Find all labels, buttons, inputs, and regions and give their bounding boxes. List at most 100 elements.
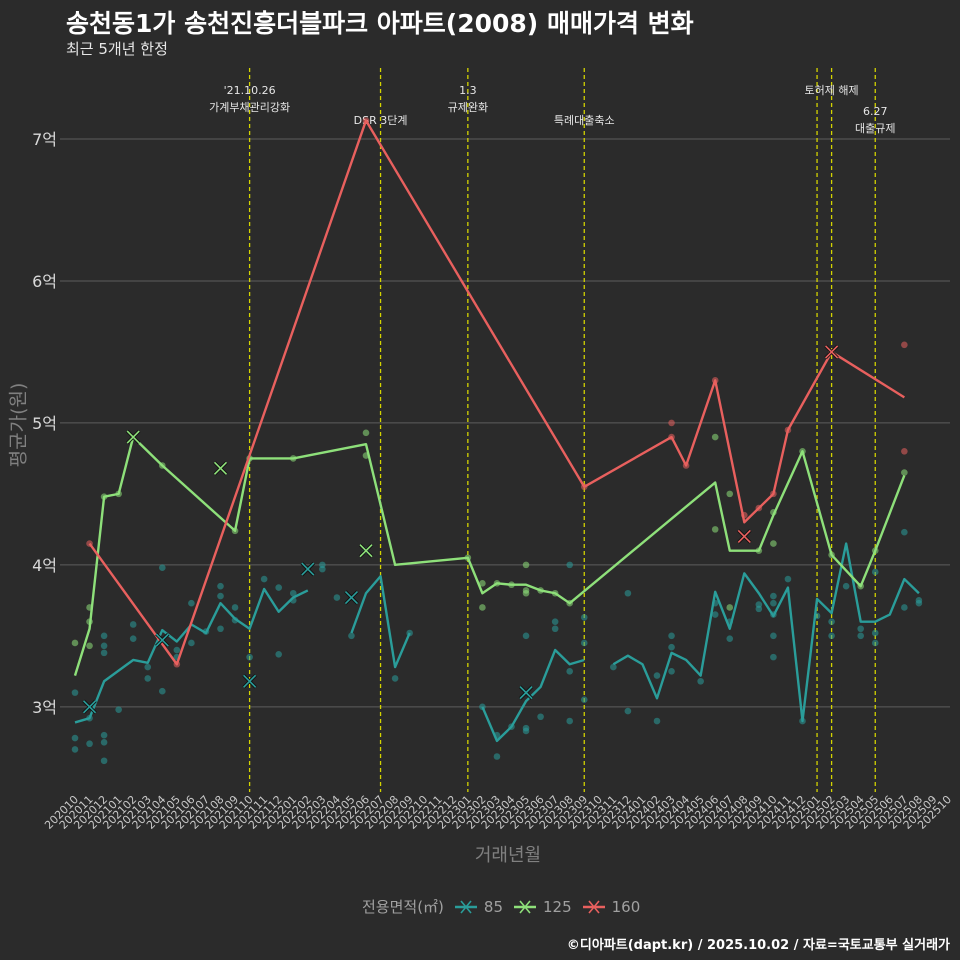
scatter-point-85: [100, 739, 108, 746]
scatter-point-85: [871, 639, 879, 647]
scatter-point-85: [610, 663, 617, 671]
scatter-point-125: [522, 561, 530, 569]
scatter-point-125: [726, 604, 734, 611]
legend-item-160: 160: [582, 897, 641, 916]
scatter-point-85: [188, 599, 195, 607]
event-label: 대출규제: [855, 122, 895, 135]
event-label: 가계부채관리강화: [209, 101, 290, 114]
cancel-marker-160: [737, 529, 751, 544]
cancel-marker-125: [359, 544, 373, 558]
scatter-point-125: [362, 429, 370, 437]
scatter-point-85: [129, 621, 137, 628]
scatter-point-85: [71, 689, 79, 696]
cancel-marker-85: [243, 674, 257, 688]
cancel-marker-125: [213, 461, 228, 475]
scatter-point-85: [901, 528, 908, 536]
scatter-point-85: [697, 677, 704, 685]
cancel-marker-85: [155, 633, 169, 647]
scatter-point-85: [842, 582, 850, 590]
credit-text: ©디아파트(dapt.kr) / 2025.10.02 / 자료=국토교통부 실…: [566, 938, 950, 953]
scatter-point-125: [522, 589, 530, 597]
scatter-point-125: [71, 639, 79, 647]
cancel-marker-85: [519, 686, 533, 700]
scatter-point-85: [173, 646, 181, 654]
scatter-point-85: [857, 625, 864, 633]
scatter-point-85: [537, 713, 544, 721]
event-label: '21.10.26: [224, 84, 276, 97]
scatter-point-85: [348, 632, 355, 640]
scatter-point-85: [522, 632, 530, 640]
scatter-point-85: [522, 727, 530, 735]
cancel-marker-125: [126, 430, 140, 444]
series-line-85: [350, 575, 411, 669]
scatter-point-85: [726, 635, 734, 642]
series-line-85: [74, 587, 309, 724]
y-tick-label: 6억: [32, 272, 57, 291]
series-line-85: [481, 648, 585, 743]
scatter-point-85: [566, 717, 573, 725]
legend-swatch-160: [582, 899, 605, 914]
scatter-point-85: [915, 599, 923, 607]
scatter-point-125: [711, 433, 719, 441]
scatter-point-85: [333, 594, 341, 601]
scatter-point-125: [711, 526, 719, 533]
y-tick-label: 7억: [32, 130, 57, 149]
scatter-point-125: [770, 540, 777, 547]
scatter-point-160: [901, 341, 908, 349]
scatter-point-85: [770, 653, 777, 661]
scatter-point-85: [159, 564, 166, 572]
scatter-point-85: [580, 696, 588, 704]
event-label: 특례대출축소: [554, 114, 615, 127]
event-label: 6.27: [863, 105, 888, 118]
scatter-point-85: [551, 618, 559, 625]
legend-label-125: 125: [543, 897, 572, 916]
scatter-point-85: [566, 668, 573, 675]
y-tick-label: 3억: [32, 698, 57, 717]
scatter-point-85: [231, 604, 239, 611]
scatter-point-85: [828, 632, 835, 640]
scatter-point-85: [115, 706, 122, 713]
series-line-160: [88, 119, 905, 666]
chart-subtitle: 최근 5개년 한정: [66, 40, 168, 58]
event-label: 규제완화: [448, 101, 488, 114]
scatter-point-85: [551, 625, 559, 633]
scatter-point-85: [144, 675, 152, 682]
legend-item-85: 85: [454, 898, 503, 916]
scatter-point-125: [479, 580, 486, 587]
series-line-85: [612, 542, 920, 723]
scatter-point-85: [275, 650, 283, 658]
scatter-point-85: [624, 707, 632, 715]
legend-title: 전용면적(㎡): [362, 898, 444, 916]
legend-label-160: 160: [611, 897, 641, 916]
scatter-point-85: [71, 734, 79, 742]
cancel-marker-85: [82, 700, 97, 714]
scatter-point-85: [566, 561, 573, 569]
scatter-point-125: [86, 642, 93, 650]
cancel-marker-85: [301, 562, 315, 576]
scatter-point-85: [755, 605, 763, 613]
scatter-point-85: [668, 643, 675, 651]
scatter-point-85: [319, 565, 326, 573]
scatter-point-125: [479, 604, 486, 611]
legend-item-125: 125: [513, 898, 572, 916]
legend-label-85: 85: [483, 897, 503, 916]
x-axis-title: 거래년월: [474, 845, 542, 866]
scatter-point-85: [580, 614, 588, 621]
scatter-point-85: [217, 582, 224, 590]
scatter-point-85: [784, 575, 792, 583]
series-line-125: [73, 435, 906, 676]
cancel-marker-160: [825, 345, 839, 359]
scatter-point-160: [901, 447, 908, 455]
scatter-point-85: [71, 746, 79, 753]
scatter-point-85: [217, 625, 224, 633]
legend-swatch-85: [454, 899, 477, 914]
cancel-marker-85: [344, 590, 359, 605]
event-label: 1.3: [459, 84, 477, 97]
scatter-point-85: [100, 642, 108, 650]
scatter-point-85: [144, 663, 152, 671]
event-label: 토허제 해제: [805, 83, 859, 97]
scatter-point-85: [770, 632, 777, 640]
scatter-point-85: [100, 632, 108, 640]
scatter-point-85: [871, 568, 879, 576]
